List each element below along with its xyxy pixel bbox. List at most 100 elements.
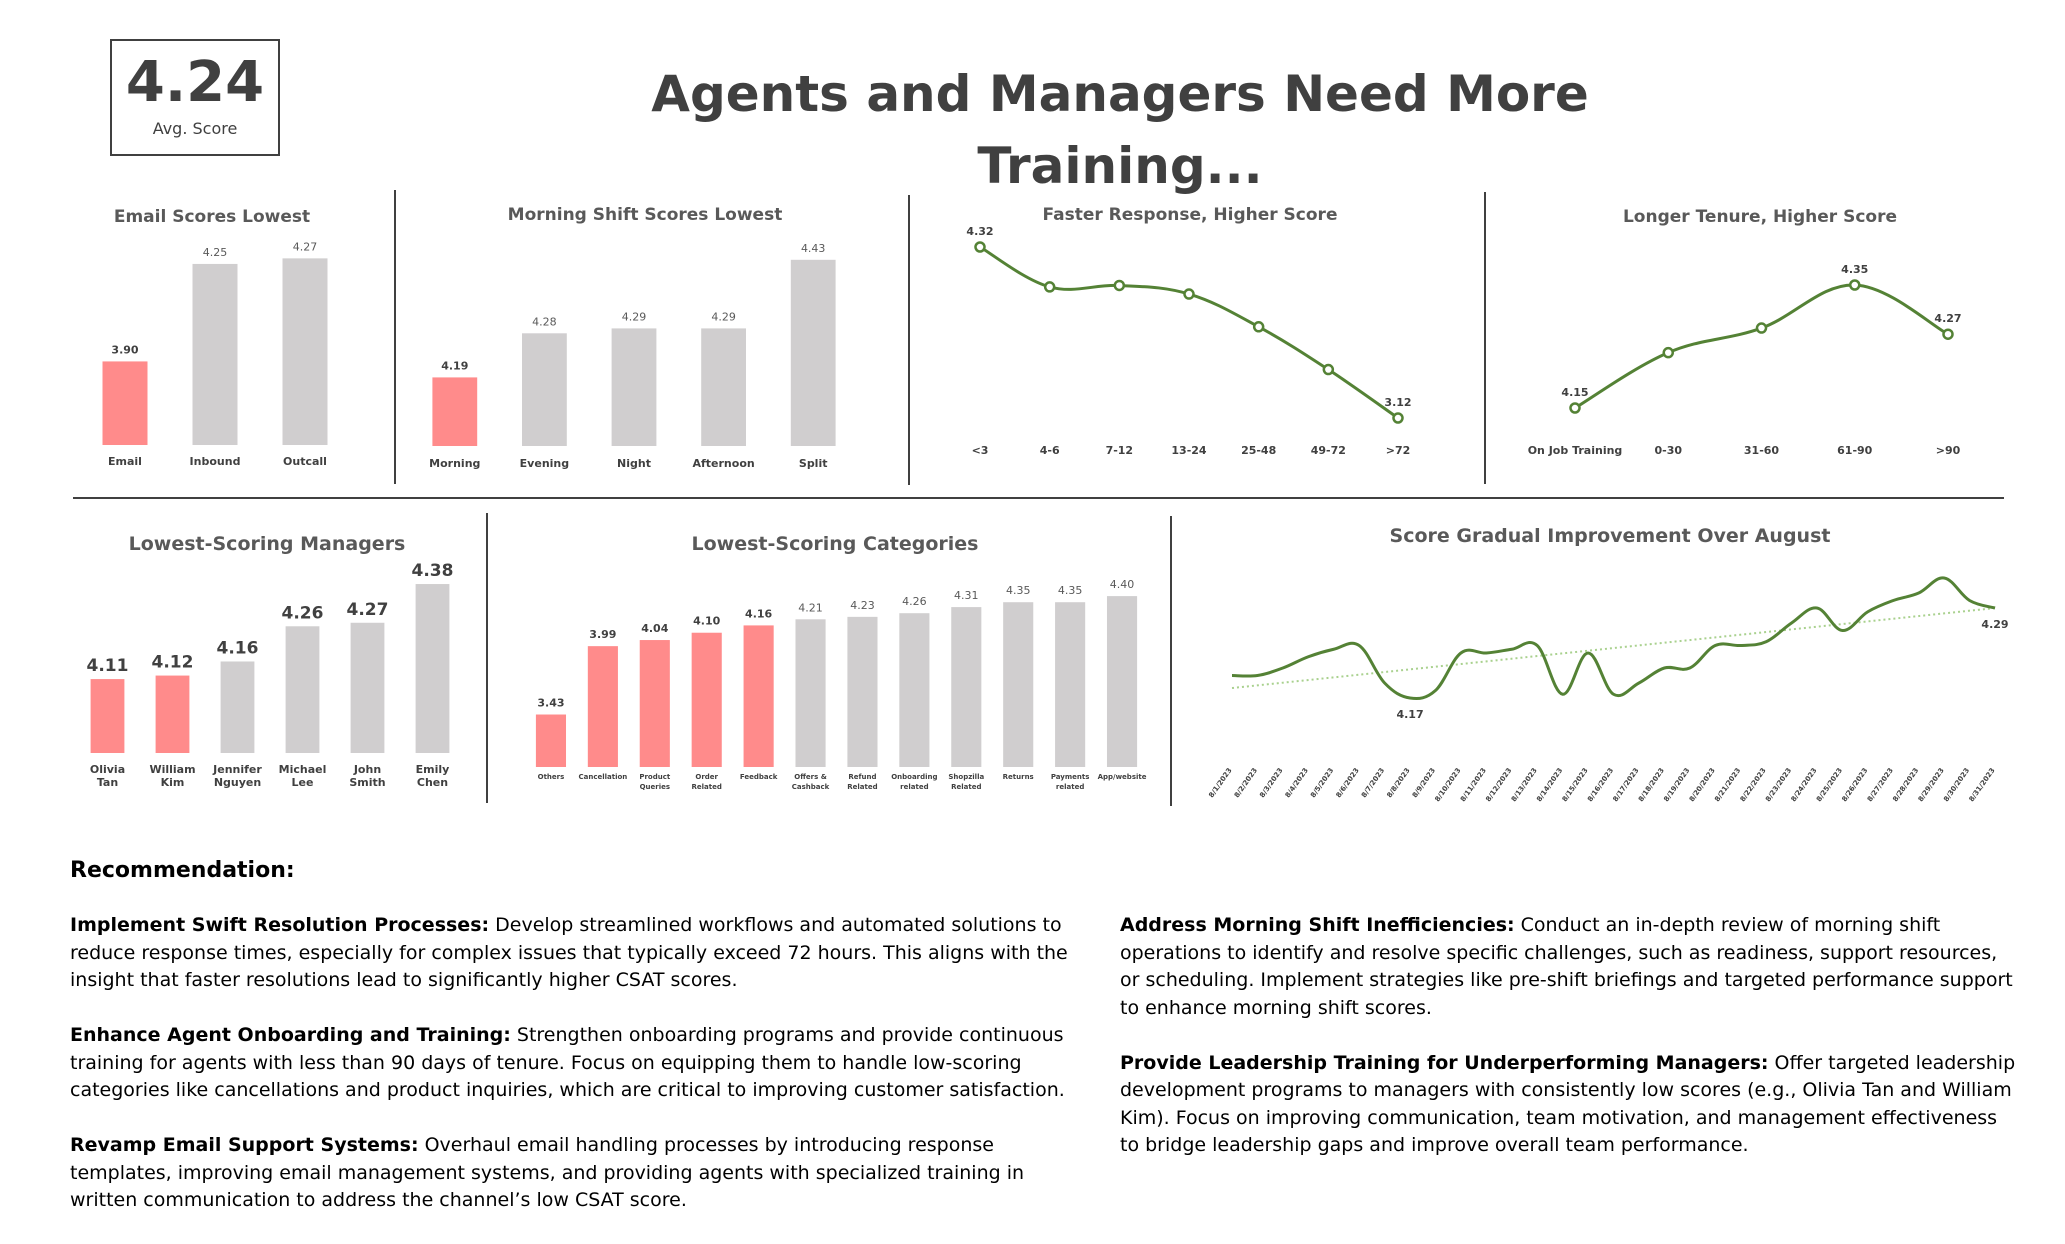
category-label: 8/9/2023 — [1411, 766, 1437, 799]
category-label: 8/28/2023 — [1891, 766, 1920, 803]
category-label: 8/21/2023 — [1713, 766, 1742, 803]
category-label: Afternoon — [692, 457, 754, 470]
category-label: Email — [108, 455, 142, 468]
data-label: 4.19 — [441, 359, 468, 372]
recommendation-item-text: Develop streamlined workflows and automa… — [70, 914, 1068, 991]
divider — [486, 513, 488, 803]
bar — [155, 675, 190, 753]
category-label: 8/29/2023 — [1917, 766, 1946, 803]
data-label: 4.35 — [1058, 584, 1083, 597]
data-point — [1322, 363, 1335, 376]
data-label: 4.35 — [1006, 584, 1030, 597]
bar — [1055, 602, 1086, 767]
recommendation-item: Enhance Agent Onboarding and Training: S… — [70, 1022, 1085, 1105]
recommendation-heading: Recommendation: — [70, 858, 295, 883]
data-point — [974, 241, 986, 253]
data-label: 4.15 — [1561, 386, 1588, 399]
bar — [350, 622, 385, 753]
bar — [899, 613, 930, 767]
divider — [394, 190, 396, 484]
data-label: 4.27 — [1934, 312, 1961, 325]
category-label: Inbound — [190, 455, 241, 468]
data-label: 4.16 — [217, 638, 259, 658]
data-label: 4.43 — [801, 242, 826, 255]
category-label: Shopzilla Related — [948, 773, 984, 791]
category-label: 8/27/2023 — [1866, 766, 1895, 803]
category-label: 8/17/2023 — [1612, 766, 1641, 803]
bar — [90, 679, 125, 753]
data-point — [1849, 279, 1861, 291]
data-label: 4.28 — [532, 315, 557, 328]
chart-title: Morning Shift Scores Lowest — [508, 205, 783, 225]
data-label: 4.21 — [798, 601, 823, 614]
category-label: Olivia Tan — [90, 763, 125, 789]
chart-title: Lowest-Scoring Managers — [129, 533, 406, 555]
data-label: 3.12 — [1384, 396, 1411, 409]
chart-title: Faster Response, Higher Score — [1043, 205, 1338, 225]
category-label: 49-72 — [1311, 444, 1346, 457]
category-label: 8/18/2023 — [1637, 766, 1666, 803]
chart-title: Longer Tenure, Higher Score — [1623, 207, 1897, 227]
bar — [587, 646, 618, 767]
data-point — [1662, 346, 1674, 359]
category-label: 8/15/2023 — [1561, 766, 1590, 803]
category-label: Feedback — [740, 773, 778, 781]
bar — [282, 258, 328, 445]
avg-score-label: Avg. Score — [152, 119, 238, 138]
data-label: 4.25 — [203, 246, 228, 259]
category-label: 8/3/2023 — [1258, 766, 1284, 799]
category-label: App/website — [1098, 773, 1147, 781]
category-label: Offers & Cashback — [792, 773, 830, 791]
bar — [220, 661, 255, 753]
bar — [522, 333, 567, 446]
category-label: Jennifer Nguyen — [212, 763, 262, 789]
divider — [908, 195, 910, 485]
category-label: 8/13/2023 — [1510, 766, 1539, 803]
data-label: 3.43 — [537, 697, 564, 710]
divider — [73, 497, 2004, 499]
chart-title: Email Scores Lowest — [114, 207, 310, 227]
bar — [847, 616, 878, 767]
bar — [951, 607, 982, 767]
category-label: 8/8/2023 — [1385, 766, 1411, 799]
data-label: 4.26 — [902, 595, 927, 608]
recommendation-item-title: Enhance Agent Onboarding and Training: — [70, 1024, 511, 1046]
data-label: 4.23 — [850, 599, 875, 612]
series-line — [1574, 283, 1949, 410]
category-label: 8/4/2023 — [1284, 766, 1310, 799]
category-label: Split — [799, 457, 828, 470]
chart-title: Lowest-Scoring Categories — [692, 533, 979, 555]
data-label: 4.11 — [87, 656, 129, 676]
category-label: 8/7/2023 — [1360, 766, 1386, 799]
category-label: 8/24/2023 — [1790, 766, 1819, 803]
bar — [611, 328, 657, 446]
bar — [1106, 596, 1138, 767]
category-label: 8/11/2023 — [1459, 766, 1488, 803]
category-label: Emily Chen — [416, 763, 450, 789]
bar — [285, 626, 320, 753]
category-label: Morning — [429, 457, 480, 470]
data-label: 4.31 — [954, 589, 979, 602]
category-label: 8/16/2023 — [1586, 766, 1615, 803]
category-label: Evening — [520, 457, 569, 470]
tenure-chart: Longer Tenure, Higher Score 4.15 On Job Tr… — [1528, 207, 1962, 457]
data-label: 4.29 — [622, 310, 647, 323]
category-label: Michael Lee — [279, 763, 327, 789]
data-label: 4.12 — [152, 653, 194, 673]
category-label: 31-60 — [1744, 444, 1780, 457]
category-label: 8/20/2023 — [1688, 766, 1717, 803]
category-label: Others — [538, 773, 565, 781]
bar — [415, 584, 450, 753]
recommendation-right: Address Morning Shift Inefficiencies: Co… — [1120, 912, 2020, 1187]
email-scores-chart: Email Scores Lowest 3.90 Email 4.25 Inbound 4… — [102, 207, 328, 468]
category-label: Order Related — [692, 773, 722, 791]
bar — [639, 640, 670, 767]
data-label: 3.99 — [589, 628, 616, 641]
category-label: 61-90 — [1837, 444, 1873, 457]
bar — [1003, 602, 1034, 767]
category-label: 7-12 — [1106, 444, 1134, 457]
avg-score-value: 4.24 — [125, 50, 265, 115]
bar — [743, 625, 774, 767]
recommendation-item-text: Offer targeted leadership development pr… — [1120, 1051, 2016, 1157]
category-label: Night — [617, 457, 651, 470]
